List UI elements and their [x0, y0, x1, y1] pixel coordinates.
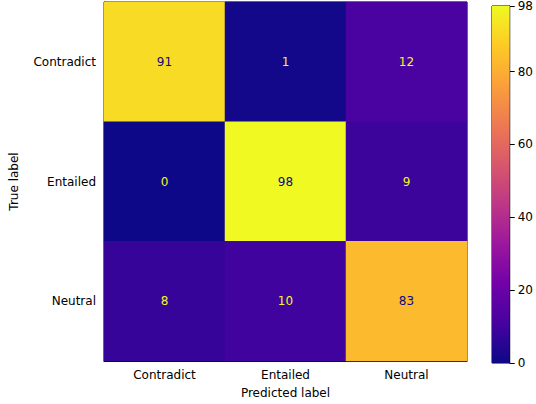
- svg-text:98: 98: [518, 0, 533, 13]
- svg-text:Neutral: Neutral: [52, 294, 96, 308]
- svg-text:Neutral: Neutral: [384, 368, 428, 382]
- svg-text:9: 9: [403, 175, 411, 189]
- svg-text:Entailed: Entailed: [261, 368, 310, 382]
- svg-text:20: 20: [518, 283, 533, 297]
- svg-text:Contradict: Contradict: [33, 55, 96, 69]
- svg-text:60: 60: [518, 137, 533, 151]
- svg-text:10: 10: [278, 294, 293, 308]
- svg-text:91: 91: [157, 55, 172, 69]
- svg-text:83: 83: [399, 294, 414, 308]
- svg-text:80: 80: [518, 65, 533, 79]
- svg-text:Entailed: Entailed: [47, 175, 96, 189]
- svg-text:98: 98: [278, 175, 293, 189]
- svg-text:True label: True label: [7, 152, 21, 211]
- svg-text:40: 40: [518, 210, 533, 224]
- svg-text:1: 1: [282, 55, 290, 69]
- svg-text:8: 8: [161, 294, 169, 308]
- svg-text:0: 0: [518, 356, 526, 370]
- svg-text:Predicted label: Predicted label: [241, 386, 330, 400]
- svg-text:12: 12: [399, 55, 414, 69]
- svg-text:Contradict: Contradict: [133, 368, 196, 382]
- svg-text:0: 0: [161, 175, 169, 189]
